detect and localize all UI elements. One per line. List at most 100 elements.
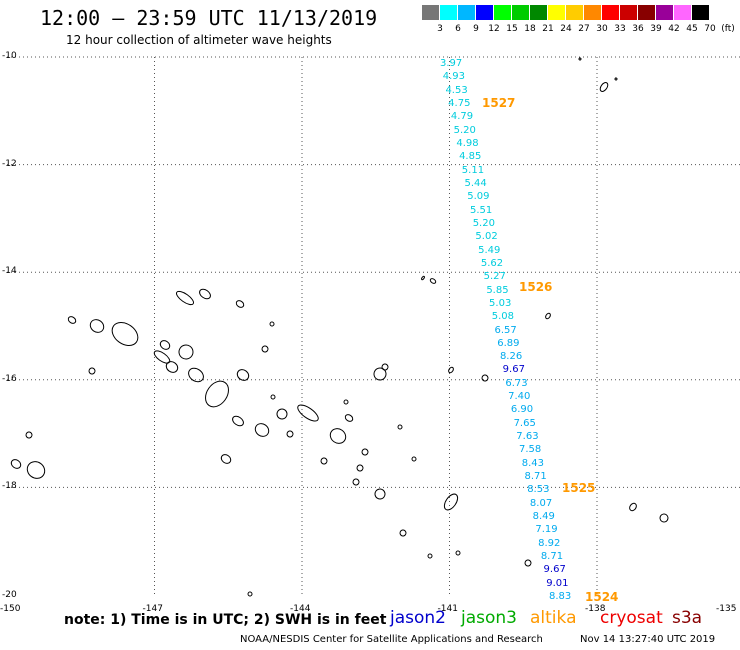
legend-label: 6 xyxy=(455,24,461,34)
pass-number-label: 1524 xyxy=(585,590,619,604)
wave-height-reading: 6.89 xyxy=(497,337,520,349)
wave-height-reading: 6.73 xyxy=(505,377,528,389)
latitude-label: -12 xyxy=(2,158,17,169)
island-outline xyxy=(235,300,245,308)
longitude-label: -138 xyxy=(585,604,606,614)
latitude-label: -20 xyxy=(2,590,17,600)
legend-label: 36 xyxy=(632,24,644,34)
island-outline xyxy=(297,404,319,422)
wave-height-reading: 5.11 xyxy=(461,164,485,176)
credit-line: NOAA/NESDIS Center for Satellite Applica… xyxy=(240,634,543,645)
longitude-label: -135 xyxy=(716,604,737,614)
legend-swatch xyxy=(584,5,601,20)
legend-label: 30 xyxy=(596,24,608,34)
longitude-label: -147 xyxy=(142,604,163,614)
island-outline xyxy=(481,374,489,382)
pass-number-label: 1527 xyxy=(482,96,516,110)
legend-swatch xyxy=(566,5,583,20)
pass-number-label: 1525 xyxy=(562,481,596,495)
legend-swatch xyxy=(692,5,709,20)
wave-height-reading: 8.53 xyxy=(527,484,550,496)
legend-label: 15 xyxy=(506,24,518,34)
island-outline xyxy=(578,57,582,61)
wave-height-reading: 8.83 xyxy=(549,591,572,602)
wave-height-reading: 7.63 xyxy=(516,431,539,443)
legend-label: 9 xyxy=(473,24,479,34)
legend-swatch xyxy=(638,5,655,20)
island-outline xyxy=(381,363,389,371)
island-outline xyxy=(411,456,417,462)
island-outline xyxy=(88,367,96,375)
legend-label: 24 xyxy=(560,24,572,34)
wave-height-reading: 5.51 xyxy=(469,204,493,216)
legend-swatch xyxy=(602,5,619,20)
island-outline xyxy=(270,394,276,400)
island-outline xyxy=(10,459,22,469)
wave-height-reading: 9.67 xyxy=(543,564,566,576)
legend-label: 45 xyxy=(686,24,698,34)
island-outline xyxy=(399,529,407,537)
island-outline xyxy=(276,408,288,420)
wave-height-reading: 9.01 xyxy=(546,577,569,589)
wave-height-reading: 8.43 xyxy=(521,457,545,469)
island-outline xyxy=(352,478,360,486)
wave-height-reading: 5.02 xyxy=(475,231,498,243)
island-outline xyxy=(443,493,459,511)
wave-height-reading: 7.40 xyxy=(508,391,531,403)
island-outline xyxy=(175,290,195,306)
legend-swatch xyxy=(620,5,637,20)
island-outline xyxy=(397,424,403,430)
latitude-label: -14 xyxy=(2,266,17,277)
longitude-label: -144 xyxy=(290,604,311,614)
wave-height-reading: 8.92 xyxy=(538,537,561,549)
pass-number-label: 1526 xyxy=(519,280,553,294)
wave-height-reading: 7.58 xyxy=(519,444,542,456)
legend-label: 33 xyxy=(614,24,626,34)
legend-swatch xyxy=(458,5,475,20)
legend-swatch xyxy=(530,5,547,20)
island-outline xyxy=(427,553,433,559)
satellite-name: jason2 xyxy=(390,608,446,628)
island-outline xyxy=(236,369,250,381)
island-outline xyxy=(614,77,618,81)
island-outline xyxy=(374,488,386,500)
wave-height-reading: 8.49 xyxy=(532,511,555,523)
wave-height-reading: 5.49 xyxy=(478,244,501,256)
wave-height-reading: 7.65 xyxy=(513,417,536,429)
wave-height-reading: 5.09 xyxy=(467,191,490,203)
wave-height-reading: 4.53 xyxy=(445,84,468,96)
wave-height-reading: 8.07 xyxy=(529,497,553,509)
island-outline xyxy=(344,414,354,422)
legend-label: 70 xyxy=(704,24,716,34)
island-outline xyxy=(232,415,244,427)
legend-label: 27 xyxy=(578,24,590,34)
island-outline xyxy=(159,340,171,350)
legend-swatch xyxy=(656,5,673,20)
island-outline xyxy=(261,345,269,353)
island-outline xyxy=(343,399,349,405)
island-outline xyxy=(448,366,454,374)
legend-swatch xyxy=(476,5,493,20)
legend-swatch xyxy=(440,5,457,20)
wave-height-reading: 5.20 xyxy=(453,124,476,136)
wave-height-reading: 5.62 xyxy=(480,257,504,269)
satellite-name: s3a xyxy=(672,608,703,628)
legend-swatch xyxy=(548,5,565,20)
satellite-name: cryosat xyxy=(600,608,663,628)
wave-height-reading: 5.44 xyxy=(464,177,487,189)
wave-height-reading: 8.26 xyxy=(499,351,523,363)
island-outline xyxy=(286,430,294,438)
island-outline xyxy=(25,431,33,439)
island-outline xyxy=(178,344,194,360)
island-outline xyxy=(599,82,609,92)
longitude-label: -150 xyxy=(0,604,21,614)
island-outline xyxy=(199,288,211,300)
satellite-name: jason3 xyxy=(461,608,517,628)
wave-height-reading: 4.93 xyxy=(442,71,465,83)
legend-label: 42 xyxy=(668,24,680,34)
graticule xyxy=(7,56,740,595)
wave-height-reading: 8.71 xyxy=(524,471,547,483)
wave-height-reading: 5.08 xyxy=(491,311,515,323)
island-outline xyxy=(247,591,253,597)
generation-timestamp: Nov 14 13:27:40 UTC 2019 xyxy=(580,634,716,645)
